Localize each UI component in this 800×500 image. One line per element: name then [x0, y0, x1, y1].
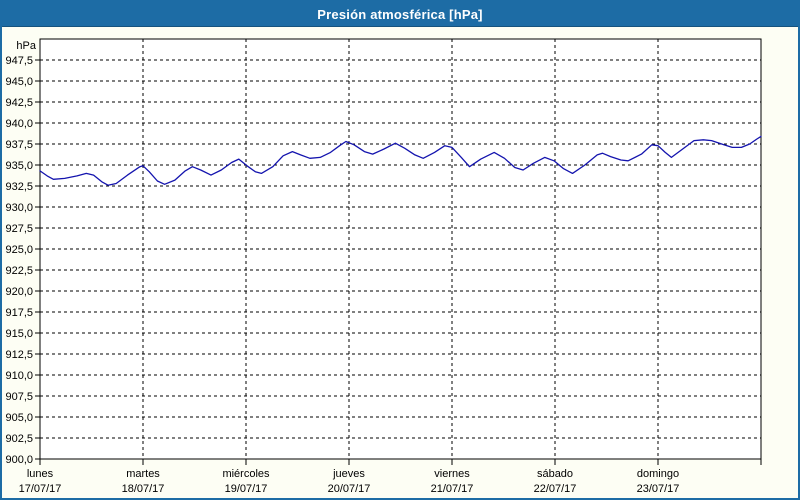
x-date-label: 20/07/17 — [328, 483, 371, 495]
x-date-label: 21/07/17 — [431, 483, 474, 495]
y-tick-label: 912,5 — [5, 349, 33, 361]
y-tick-label: 920,0 — [5, 286, 33, 298]
x-day-label: jueves — [332, 468, 365, 480]
y-tick-label: 940,0 — [5, 118, 33, 130]
y-tick-label: 900,0 — [5, 454, 33, 466]
x-day-label: viernes — [434, 468, 470, 480]
x-date-label: 22/07/17 — [534, 483, 577, 495]
chart-title: Presión atmosférica [hPa] — [317, 6, 483, 22]
x-day-label: domingo — [637, 468, 679, 480]
y-tick-label: 935,0 — [5, 160, 33, 172]
x-day-label: sábado — [537, 468, 573, 480]
x-date-label: 19/07/17 — [225, 483, 268, 495]
y-tick-label: 930,0 — [5, 202, 33, 214]
y-tick-label: 917,5 — [5, 307, 33, 319]
x-date-label: 18/07/17 — [122, 483, 165, 495]
y-tick-label: 925,0 — [5, 244, 33, 256]
y-tick-label: 942,5 — [5, 97, 33, 109]
y-tick-label: 902,5 — [5, 433, 33, 445]
y-tick-label: 905,0 — [5, 412, 33, 424]
y-tick-label: 910,0 — [5, 370, 33, 382]
y-tick-label: 927,5 — [5, 223, 33, 235]
y-tick-label: 915,0 — [5, 328, 33, 340]
pressure-series-line — [39, 135, 762, 186]
y-tick-label: 922,5 — [5, 265, 33, 277]
chart-title-bar: Presión atmosférica [hPa] — [2, 2, 798, 27]
y-axis-unit-label: hPa — [16, 40, 36, 52]
y-tick-label: 947,5 — [5, 55, 33, 67]
y-tick-label: 945,0 — [5, 76, 33, 88]
x-day-label: martes — [126, 468, 160, 480]
x-day-label: lunes — [27, 468, 54, 480]
x-day-label: miércoles — [222, 468, 270, 480]
y-tick-label: 932,5 — [5, 181, 33, 193]
x-date-label: 17/07/17 — [19, 483, 62, 495]
y-tick-label: 907,5 — [5, 391, 33, 403]
y-tick-label: 937,5 — [5, 139, 33, 151]
x-date-label: 23/07/17 — [637, 483, 680, 495]
